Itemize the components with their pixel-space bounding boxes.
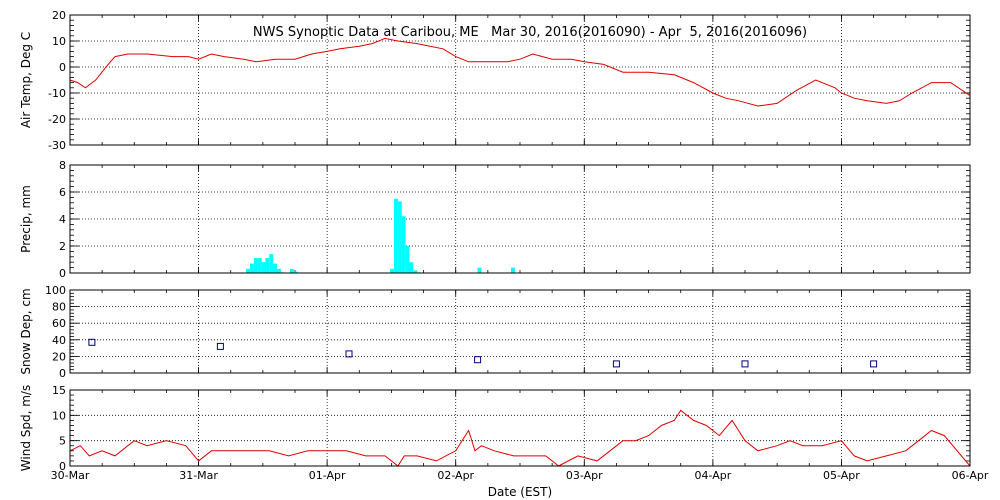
x-tick-label: 05-Apr xyxy=(823,469,860,482)
y-tick-label: 20 xyxy=(52,9,66,22)
precip-bar xyxy=(257,258,262,273)
precip-bar xyxy=(265,258,270,273)
x-tick-label: 30-Mar xyxy=(51,469,90,482)
y-axis-label-air-temp: Air Temp, Deg C xyxy=(19,32,33,128)
y-tick-label: -10 xyxy=(48,87,66,100)
panel-frame-air-temp xyxy=(69,14,971,146)
precip-bar xyxy=(250,263,254,273)
y-tick-label: 0 xyxy=(59,460,66,473)
precip-bar xyxy=(477,267,482,273)
y-tick-label: 20 xyxy=(52,350,66,363)
x-axis-label: Date (EST) xyxy=(488,485,552,499)
x-tick-label: 03-Apr xyxy=(566,469,603,482)
snow-depth-point xyxy=(612,360,620,368)
y-tick-label: 10 xyxy=(52,409,66,422)
panel-frame-wind-speed xyxy=(69,389,971,467)
y-tick-label: 2 xyxy=(59,240,66,253)
precip-bar xyxy=(246,268,250,273)
snow-depth-point xyxy=(88,338,96,346)
precip-bar xyxy=(293,271,298,273)
snow-depth-point xyxy=(345,350,353,358)
y-tick-label: 0 xyxy=(59,61,66,74)
y-tick-label: -30 xyxy=(48,139,66,152)
y-tick-label: 15 xyxy=(52,384,66,397)
y-tick-label: 8 xyxy=(59,159,66,172)
y-tick-label: 80 xyxy=(52,301,66,314)
y-tick-label: 6 xyxy=(59,186,66,199)
y-axis-label-wind-speed: Wind Spd, m/s xyxy=(19,385,33,471)
y-tick-label: 10 xyxy=(52,35,66,48)
x-tick-label: 31-Mar xyxy=(179,469,218,482)
snow-depth-point xyxy=(474,356,482,364)
precip-bar xyxy=(405,246,410,273)
precip-bar xyxy=(277,268,281,273)
x-tick-label: 02-Apr xyxy=(437,469,474,482)
precip-bar xyxy=(394,198,398,274)
chart-title: NWS Synoptic Data at Caribou, ME Mar 30,… xyxy=(253,25,807,40)
precip-bar xyxy=(401,216,406,273)
snow-depth-point xyxy=(741,360,749,368)
y-axis-label-snow-depth: Snow Dep, cm xyxy=(19,288,33,374)
y-tick-label: -20 xyxy=(48,113,66,126)
precip-bar xyxy=(511,267,515,273)
x-tick-label: 06-Apr xyxy=(952,469,989,482)
y-tick-label: 0 xyxy=(59,267,66,280)
x-tick-label: 01-Apr xyxy=(309,469,346,482)
y-tick-label: 40 xyxy=(52,334,66,347)
precip-bar xyxy=(261,262,266,273)
y-axis-label-precip: Precip, mm xyxy=(19,185,33,253)
y-tick-label: 5 xyxy=(59,435,66,448)
y-tick-label: 60 xyxy=(52,317,66,330)
panel-frame-precip xyxy=(69,164,971,274)
y-tick-label: 4 xyxy=(59,213,66,226)
precip-bar xyxy=(273,263,277,273)
wind-speed-line xyxy=(69,409,971,467)
snow-depth-point xyxy=(216,342,224,350)
precip-bar xyxy=(390,268,394,273)
x-tick-label: 04-Apr xyxy=(694,469,731,482)
air-temp-line xyxy=(69,37,971,107)
precip-bar xyxy=(253,258,258,273)
snow-depth-point xyxy=(870,360,878,368)
panel-frame-snow-depth xyxy=(69,289,971,374)
precip-bar xyxy=(397,201,402,273)
y-tick-label: 0 xyxy=(59,367,66,380)
precip-bar xyxy=(409,262,414,273)
precip-bar xyxy=(269,254,274,273)
y-tick-label: 100 xyxy=(45,284,66,297)
precip-bar xyxy=(413,270,418,273)
precip-bar xyxy=(289,268,294,273)
